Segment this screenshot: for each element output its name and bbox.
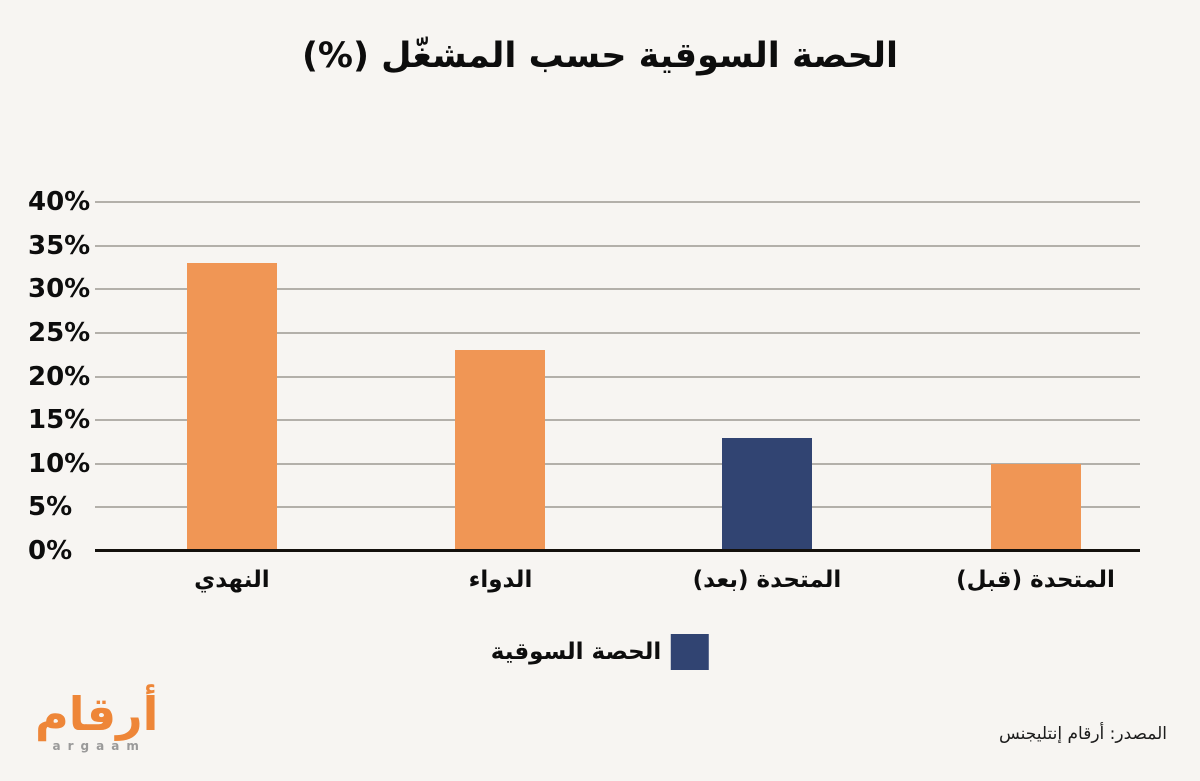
bar (990, 463, 1081, 551)
gridline (95, 419, 1140, 422)
y-tick-label: 30% (28, 274, 91, 305)
gridline (95, 244, 1140, 247)
x-axis-label: المتحدة (بعد) (692, 567, 842, 593)
legend-label: الحصة السوقية (490, 639, 662, 665)
y-tick-label: 0% (28, 536, 73, 566)
gridline (95, 331, 1140, 334)
bar (721, 437, 812, 551)
gridline (95, 462, 1140, 465)
y-tick-label: 15% (28, 405, 91, 436)
source-note: المصدر: أرقام إنتليجنس (998, 724, 1167, 744)
bar (455, 350, 546, 551)
x-axis-label: النهدي (194, 567, 270, 593)
chart-title: الحصة السوقية حسب المشغّل (%) (301, 36, 899, 76)
x-axis-label: المتحدة (قبل) (956, 567, 1115, 593)
legend-swatch-icon (671, 634, 710, 670)
argaam-logo-arabic: أرقام (35, 687, 159, 741)
argaam-logo-latin: argaam (52, 739, 146, 754)
y-axis: 0% 5% 10% 15% 20% 25% 30% 35% 40% (28, 189, 92, 564)
x-axis-baseline (95, 549, 1140, 552)
argaam-logo: أرقام argaam (35, 687, 159, 754)
y-tick-label: 25% (28, 317, 91, 348)
y-tick-label: 40% (28, 187, 91, 217)
y-tick-label: 35% (28, 230, 91, 261)
plot-area: النهدي الدواء المتحدة (بعد) المتحدة (قبل) (95, 201, 1140, 593)
gridline (95, 375, 1140, 378)
y-tick-label: 10% (28, 448, 91, 479)
gridline (95, 506, 1140, 509)
y-tick-label: 20% (28, 361, 91, 392)
y-tick-label: 5% (28, 492, 73, 523)
legend: الحصة السوقية (490, 634, 710, 670)
bar (186, 263, 277, 551)
gridline (95, 201, 1140, 203)
gridline (95, 288, 1140, 291)
x-axis-label: الدواء (468, 567, 533, 593)
